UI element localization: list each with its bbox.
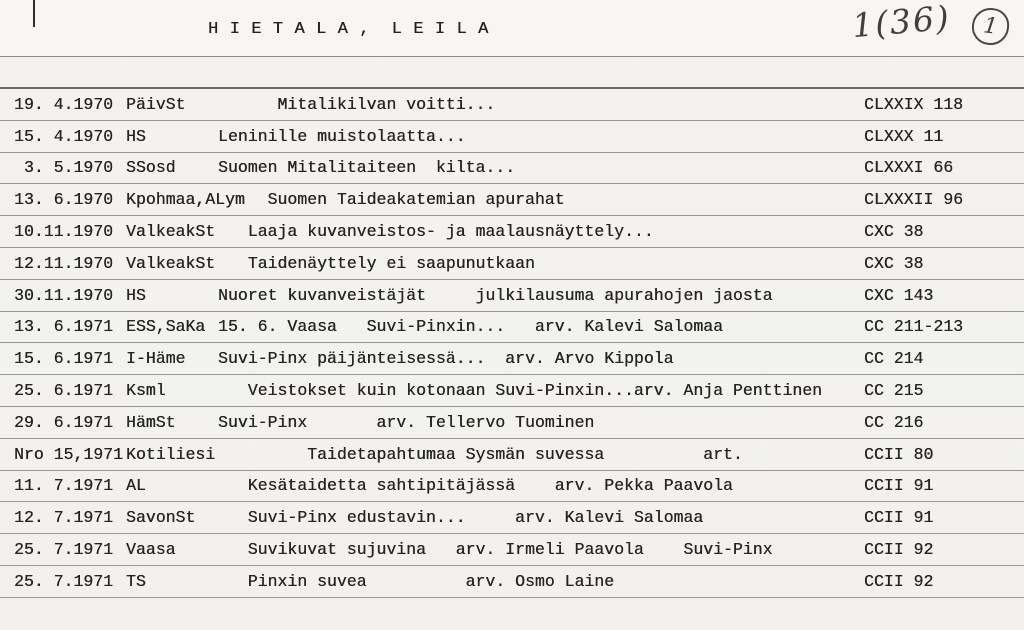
entry-title: Leninille muistolaatta...	[218, 126, 466, 146]
entry-title: Nuoret kuvanveistäjät julkilausuma apura…	[218, 285, 773, 305]
entry-title: Suvi-Pinx päijänteisessä... arv. Arvo Ki…	[218, 349, 674, 369]
entry-source: Kotiliesi	[126, 444, 216, 464]
entry-ref: CC 211-213	[864, 317, 964, 337]
entry-title: Suvi-Pinx arv. Tellervo Tuominen	[218, 412, 595, 432]
entry-date: 15. 6.1971	[14, 349, 114, 369]
entry-row: 29. 6.1971 HämSt Suvi-Pinx arv. Tellervo…	[0, 407, 1024, 439]
entry-row: 3. 5.1970 SSosd Suomen Mitalitaiteen kil…	[0, 153, 1024, 185]
entry-ref: CCII 80	[864, 444, 934, 464]
entry-date: 30.11.1970	[14, 285, 114, 305]
entry-source: SSosd	[126, 158, 176, 178]
entry-row: 11. 7.1971 AL Kesätaidetta sahtipitäjäss…	[0, 471, 1024, 503]
entry-ref: CC 214	[864, 349, 924, 369]
entry-row: 25. 6.1971 Ksml Veistokset kuin kotonaan…	[0, 375, 1024, 407]
entry-ref: CCII 91	[864, 476, 934, 496]
entry-row: 19. 4.1970 PäivSt Mitalikilvan voitti...…	[0, 89, 1024, 121]
entry-date: 12. 7.1971	[14, 508, 114, 528]
entry-date: 12.11.1970	[14, 253, 114, 273]
entry-date: 13. 6.1970	[14, 190, 114, 210]
entry-ref: CCII 91	[864, 508, 934, 528]
entry-title: Taidenäyttely ei saapunutkaan	[218, 253, 535, 273]
entry-row: 12.11.1970 ValkeakSt Taidenäyttely ei sa…	[0, 248, 1024, 280]
entry-title: Suomen Mitalitaiteen kilta...	[218, 158, 516, 178]
entry-row: 10.11.1970 ValkeakSt Laaja kuvanveistos-…	[0, 216, 1024, 248]
entry-source: I-Häme	[126, 349, 186, 369]
entry-date: 29. 6.1971	[14, 412, 114, 432]
entry-ref: CLXXIX 118	[864, 94, 964, 114]
entry-date: 25. 6.1971	[14, 380, 114, 400]
entry-title: 15. 6. Vaasa Suvi-Pinxin... arv. Kalevi …	[218, 317, 723, 337]
entry-title: Veistokset kuin kotonaan Suvi-Pinxin...a…	[218, 380, 822, 400]
entry-source: ESS,SaKa	[126, 317, 206, 337]
entry-source: SavonSt	[126, 508, 196, 528]
entry-source: TS	[126, 571, 146, 591]
entry-date: 25. 7.1971	[14, 571, 114, 591]
entry-source: Ksml	[126, 380, 166, 400]
entry-source: Vaasa	[126, 539, 176, 559]
entry-title: Pinxin suvea arv. Osmo Laine	[218, 571, 615, 591]
entry-title: Mitalikilvan voitti...	[218, 94, 496, 114]
entry-row: 25. 7.1971 TS Pinxin suvea arv. Osmo Lai…	[0, 566, 1024, 598]
entry-source: ValkeakSt	[126, 221, 216, 241]
entries-list: 19. 4.1970 PäivSt Mitalikilvan voitti...…	[0, 87, 1024, 598]
entry-row: 15. 4.1970 HS Leninille muistolaatta... …	[0, 121, 1024, 153]
entry-source: HS	[126, 285, 146, 305]
entry-date: 25. 7.1971	[14, 539, 114, 559]
entry-title: Suvi-Pinx edustavin... arv. Kalevi Salom…	[218, 508, 704, 528]
entry-date: 11. 7.1971	[14, 476, 114, 496]
entry-ref: CXC 38	[864, 221, 924, 241]
entry-ref: CXC 38	[864, 253, 924, 273]
entry-row: 12. 7.1971 SavonSt Suvi-Pinx edustavin..…	[0, 502, 1024, 535]
entry-ref: CLXXXI 66	[864, 158, 954, 178]
entry-title: Taidetapahtumaa Sysmän suvessa art.	[218, 444, 743, 464]
entry-date: Nro 15,1971	[14, 444, 123, 464]
entry-ref: CC 215	[864, 380, 924, 400]
page-title: H I E T A L A , L E I L A	[208, 20, 489, 39]
entry-ref: CLXXXII 96	[864, 190, 964, 210]
entry-source: HämSt	[126, 412, 176, 432]
entry-row: 13. 6.1970 Kpohmaa,ALym Suomen Taideakat…	[0, 184, 1024, 217]
entry-row: Nro 15,1971 Kotiliesi Taidetapahtumaa Sy…	[0, 439, 1024, 471]
entry-ref: CCII 92	[864, 539, 934, 559]
entry-source: PäivSt	[126, 94, 186, 114]
entry-ref: CXC 143	[864, 285, 934, 305]
entry-row: 15. 6.1971 I-Häme Suvi-Pinx päijänteises…	[0, 343, 1024, 376]
entry-source: Kpohmaa,ALym	[126, 190, 245, 210]
entry-ref: CC 216	[864, 412, 924, 432]
circled-number-text: 1	[982, 13, 999, 40]
scan-edge-mark	[33, 0, 35, 27]
entry-ref: CCII 92	[864, 571, 934, 591]
card-header: H I E T A L A , L E I L A 1(36) 1	[0, 0, 1024, 57]
entry-title: Laaja kuvanveistos- ja maalausnäyttely..…	[218, 221, 654, 241]
entry-source: HS	[126, 126, 146, 146]
handwritten-circled-number: 1	[969, 5, 1012, 48]
entry-date: 13. 6.1971	[14, 317, 114, 337]
entry-title: Kesätaidetta sahtipitäjässä arv. Pekka P…	[218, 476, 733, 496]
entry-row: 25. 7.1971 Vaasa Suvikuvat sujuvina arv.…	[0, 534, 1024, 566]
entry-row: 30.11.1970 HS Nuoret kuvanveistäjät julk…	[0, 280, 1024, 312]
handwritten-page-numbering: 1(36)	[850, 0, 953, 46]
entry-source: ValkeakSt	[126, 253, 216, 273]
entry-date: 19. 4.1970	[14, 94, 114, 114]
entry-date: 10.11.1970	[14, 221, 114, 241]
entry-title: Suomen Taideakatemian apurahat	[218, 190, 565, 210]
entry-date: 3. 5.1970	[14, 158, 114, 178]
entry-date: 15. 4.1970	[14, 126, 114, 146]
entry-ref: CLXXX 11	[864, 126, 944, 146]
entry-source: AL	[126, 476, 146, 496]
entry-row: 13. 6.1971 ESS,SaKa 15. 6. Vaasa Suvi-Pi…	[0, 312, 1024, 344]
entry-title: Suvikuvat sujuvina arv. Irmeli Paavola S…	[218, 539, 773, 559]
